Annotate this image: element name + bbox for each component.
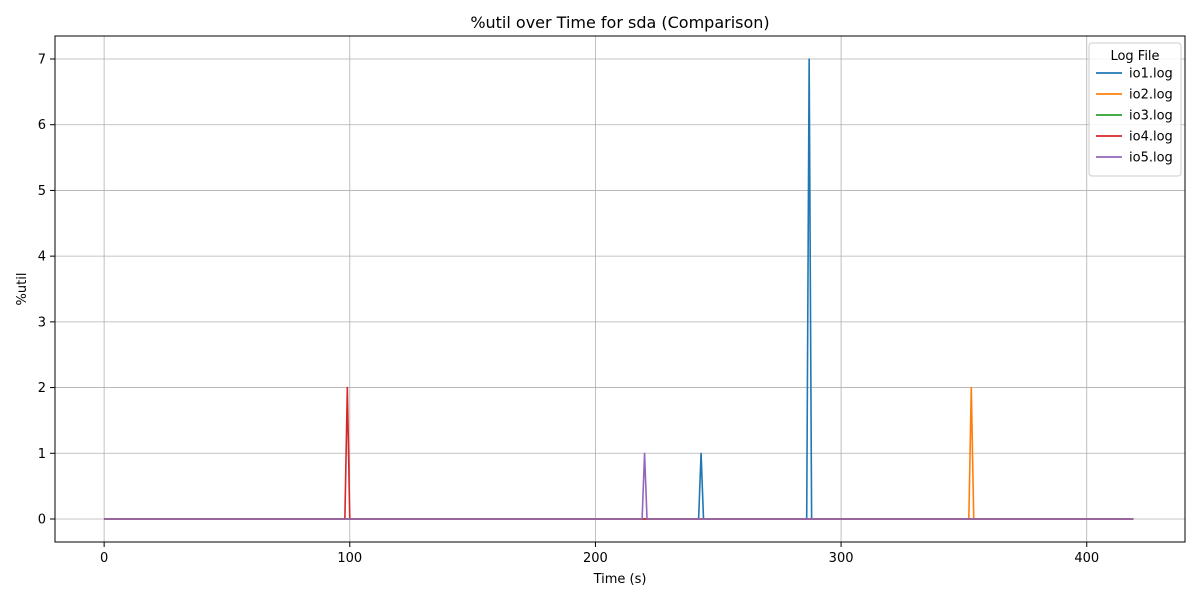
series-line-io5-log bbox=[104, 452, 1134, 520]
x-axis-label: Time (s) bbox=[593, 572, 647, 587]
y-tick-label: 5 bbox=[38, 184, 46, 199]
x-tick-label: 100 bbox=[337, 551, 362, 566]
y-tick-label: 3 bbox=[38, 315, 46, 330]
legend-box bbox=[1088, 42, 1182, 177]
y-tick-label: 2 bbox=[38, 381, 46, 396]
chart-title: %util over Time for sda (Comparison) bbox=[470, 13, 769, 32]
x-tick-label: 0 bbox=[100, 551, 108, 566]
legend-entry: io2.log bbox=[1129, 88, 1173, 103]
axis-ticks: 0 100 200 300 400 0 1 2 3 4 5 6 7 bbox=[38, 53, 1099, 567]
x-tick-label: 300 bbox=[829, 551, 854, 566]
y-tick-label: 4 bbox=[38, 250, 46, 265]
legend-entry: io1.log bbox=[1129, 67, 1173, 82]
plot-frame bbox=[54, 35, 1186, 543]
y-tick-label: 7 bbox=[38, 53, 46, 68]
series-lines bbox=[104, 58, 1134, 520]
y-tick-label: 0 bbox=[38, 513, 46, 528]
legend-entry: io4.log bbox=[1129, 130, 1173, 145]
y-tick-label: 6 bbox=[38, 118, 46, 133]
y-tick-label: 1 bbox=[38, 447, 46, 462]
legend-entry: io5.log bbox=[1129, 151, 1173, 166]
legend-entry: io3.log bbox=[1129, 109, 1173, 124]
legend: Log File io1.log io2.log io3.log io4.log io5… bbox=[1088, 42, 1182, 177]
x-tick-label: 400 bbox=[1074, 551, 1099, 566]
x-tick-label: 200 bbox=[583, 551, 608, 566]
y-axis-label: %util bbox=[15, 273, 30, 306]
legend-title: Log File bbox=[1110, 49, 1159, 64]
